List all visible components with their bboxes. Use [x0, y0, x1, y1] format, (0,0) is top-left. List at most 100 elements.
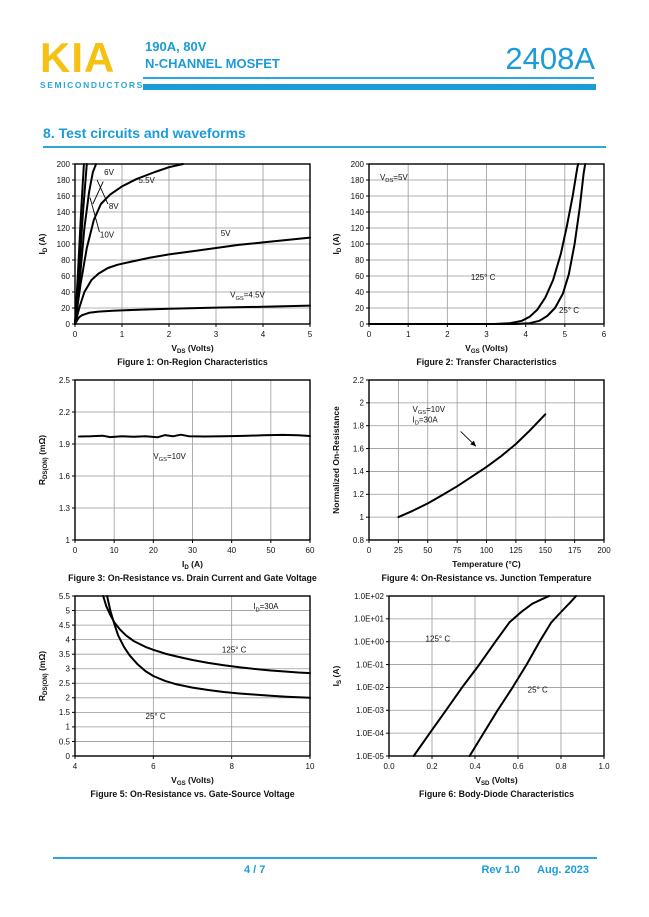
figure-4-svg: 0 25 50 75 100 125 150 175 200 0.8 1 1.2 1.4 1.6 1.8 2 2… [331, 376, 611, 583]
svg-text:IS (A): IS (A) [331, 666, 343, 687]
svg-text:4: 4 [73, 762, 78, 771]
svg-text:5.5: 5.5 [59, 592, 71, 601]
svg-text:125° C: 125° C [426, 635, 451, 644]
svg-text:0: 0 [360, 320, 365, 329]
svg-text:25° C: 25° C [559, 306, 579, 315]
svg-text:1.6: 1.6 [59, 472, 71, 481]
figure-1-svg: 0 1 2 3 4 5 0 20 40 60 80 100 120 140 160 180 200 VDS (Vo… [37, 160, 313, 367]
svg-text:30: 30 [188, 546, 197, 555]
svg-text:1.0E-02: 1.0E-02 [356, 683, 385, 692]
svg-text:VGS (Volts): VGS (Volts) [465, 343, 508, 355]
svg-text:1.2: 1.2 [353, 490, 365, 499]
svg-text:60: 60 [306, 546, 315, 555]
revision-info: Rev 1.0 Aug. 2023 [481, 864, 589, 876]
svg-text:180: 180 [57, 176, 71, 185]
svg-text:75: 75 [453, 546, 462, 555]
svg-text:60: 60 [355, 272, 364, 281]
svg-text:6V: 6V [104, 168, 114, 177]
svg-text:1.3: 1.3 [59, 504, 71, 513]
svg-text:3: 3 [66, 665, 71, 674]
svg-text:1.0E-04: 1.0E-04 [356, 729, 385, 738]
svg-text:2.5: 2.5 [59, 376, 71, 385]
svg-text:40: 40 [355, 288, 364, 297]
page-number: 4 / 7 [244, 864, 266, 876]
svg-text:200: 200 [351, 160, 365, 169]
svg-text:80: 80 [355, 256, 364, 265]
svg-text:1.0E-01: 1.0E-01 [356, 660, 385, 669]
svg-text:1.0E-05: 1.0E-05 [356, 752, 385, 761]
svg-text:0.2: 0.2 [426, 762, 438, 771]
svg-text:5: 5 [66, 606, 71, 615]
svg-text:20: 20 [355, 304, 364, 313]
svg-text:4.5: 4.5 [59, 621, 71, 630]
svg-text:Figure 2: Transfer Characteris: Figure 2: Transfer Characteristics [416, 357, 556, 367]
svg-text:5: 5 [308, 330, 313, 339]
svg-text:0: 0 [367, 546, 372, 555]
svg-text:1: 1 [406, 330, 411, 339]
svg-text:2: 2 [167, 330, 172, 339]
svg-text:Normalized On-Resistance: Normalized On-Resistance [331, 406, 341, 514]
svg-text:4: 4 [261, 330, 266, 339]
svg-text:1: 1 [360, 513, 365, 522]
svg-text:2.2: 2.2 [59, 408, 71, 417]
svg-text:40: 40 [227, 546, 236, 555]
svg-text:0: 0 [367, 330, 372, 339]
svg-text:2: 2 [360, 399, 365, 408]
svg-text:ID=30A: ID=30A [412, 415, 438, 426]
figures-grid: 0 1 2 3 4 5 0 20 40 60 80 100 120 140 160 180 200 VDS (Vo… [36, 156, 616, 804]
svg-text:2.5: 2.5 [59, 679, 71, 688]
svg-text:1.9: 1.9 [59, 440, 71, 449]
svg-text:180: 180 [351, 176, 365, 185]
figure-6-body-diode-characteristics: 0.0 0.2 0.4 0.6 0.8 1.0 1.0E-05 1.0E-04 1.0E-03 1… [330, 588, 616, 804]
svg-text:1: 1 [120, 330, 125, 339]
svg-text:8: 8 [229, 762, 234, 771]
svg-text:20: 20 [61, 304, 70, 313]
svg-text:RDS(ON) (mΩ): RDS(ON) (mΩ) [37, 651, 49, 701]
section-title: 8. Test circuits and waveforms [43, 125, 246, 141]
svg-text:5.5V: 5.5V [138, 176, 155, 185]
svg-text:140: 140 [57, 208, 71, 217]
svg-text:1.5: 1.5 [59, 708, 71, 717]
svg-text:20: 20 [149, 546, 158, 555]
svg-text:8V: 8V [109, 202, 119, 211]
svg-text:6: 6 [602, 330, 607, 339]
svg-text:1.0: 1.0 [598, 762, 610, 771]
figure-5-svg: 4 6 8 10 0 0.5 1 1.5 2 2.5 3 3.5 4 4.5 5 5.5 VGS (Volts)… [37, 592, 315, 799]
svg-text:1.0E+01: 1.0E+01 [354, 615, 385, 624]
svg-text:0: 0 [66, 752, 71, 761]
svg-text:1: 1 [66, 536, 71, 545]
svg-text:160: 160 [57, 192, 71, 201]
svg-text:4: 4 [66, 635, 71, 644]
device-rating: 190A, 80V [145, 39, 207, 54]
header-rule-thick [143, 84, 596, 90]
section-rule [43, 146, 606, 148]
svg-text:5V: 5V [221, 229, 231, 238]
figure-3-on-resistance-vs-drain-current: 0 10 20 30 40 50 60 1 1.3 1.6 1.9 2.2 2.5 ID (A) RDS(O… [36, 372, 322, 588]
svg-text:Temperature (°C): Temperature (°C) [452, 559, 521, 569]
footer-rule [53, 857, 597, 859]
svg-text:140: 140 [351, 208, 365, 217]
svg-text:0: 0 [66, 320, 71, 329]
svg-text:0.6: 0.6 [512, 762, 524, 771]
svg-text:125° C: 125° C [471, 273, 496, 282]
svg-text:2: 2 [66, 694, 71, 703]
svg-text:ID (A): ID (A) [331, 233, 343, 254]
svg-text:0.0: 0.0 [383, 762, 395, 771]
svg-text:ID (A): ID (A) [37, 233, 49, 254]
figure-3-svg: 0 10 20 30 40 50 60 1 1.3 1.6 1.9 2.2 2.5 ID (A) RDS(O… [37, 376, 317, 583]
svg-text:6: 6 [151, 762, 156, 771]
svg-text:100: 100 [57, 240, 71, 249]
svg-text:60: 60 [61, 272, 70, 281]
svg-text:RDS(ON) (mΩ): RDS(ON) (mΩ) [37, 435, 49, 485]
svg-text:2.2: 2.2 [353, 376, 365, 385]
svg-text:0: 0 [73, 546, 78, 555]
svg-text:100: 100 [480, 546, 494, 555]
svg-text:ID=30A: ID=30A [253, 602, 279, 613]
svg-text:10: 10 [306, 762, 315, 771]
brand-logo-subtext: SEMICONDUCTORS [40, 79, 144, 90]
svg-text:1.8: 1.8 [353, 422, 365, 431]
figure-2-transfer-characteristics: 0 1 2 3 4 5 6 0 20 40 60 80 100 120 140 160 180 200 VGS (V… [330, 156, 616, 372]
device-type: N-CHANNEL MOSFET [145, 55, 280, 71]
svg-text:Figure 3: On-Resistance vs. Dr: Figure 3: On-Resistance vs. Drain Curren… [68, 573, 317, 583]
